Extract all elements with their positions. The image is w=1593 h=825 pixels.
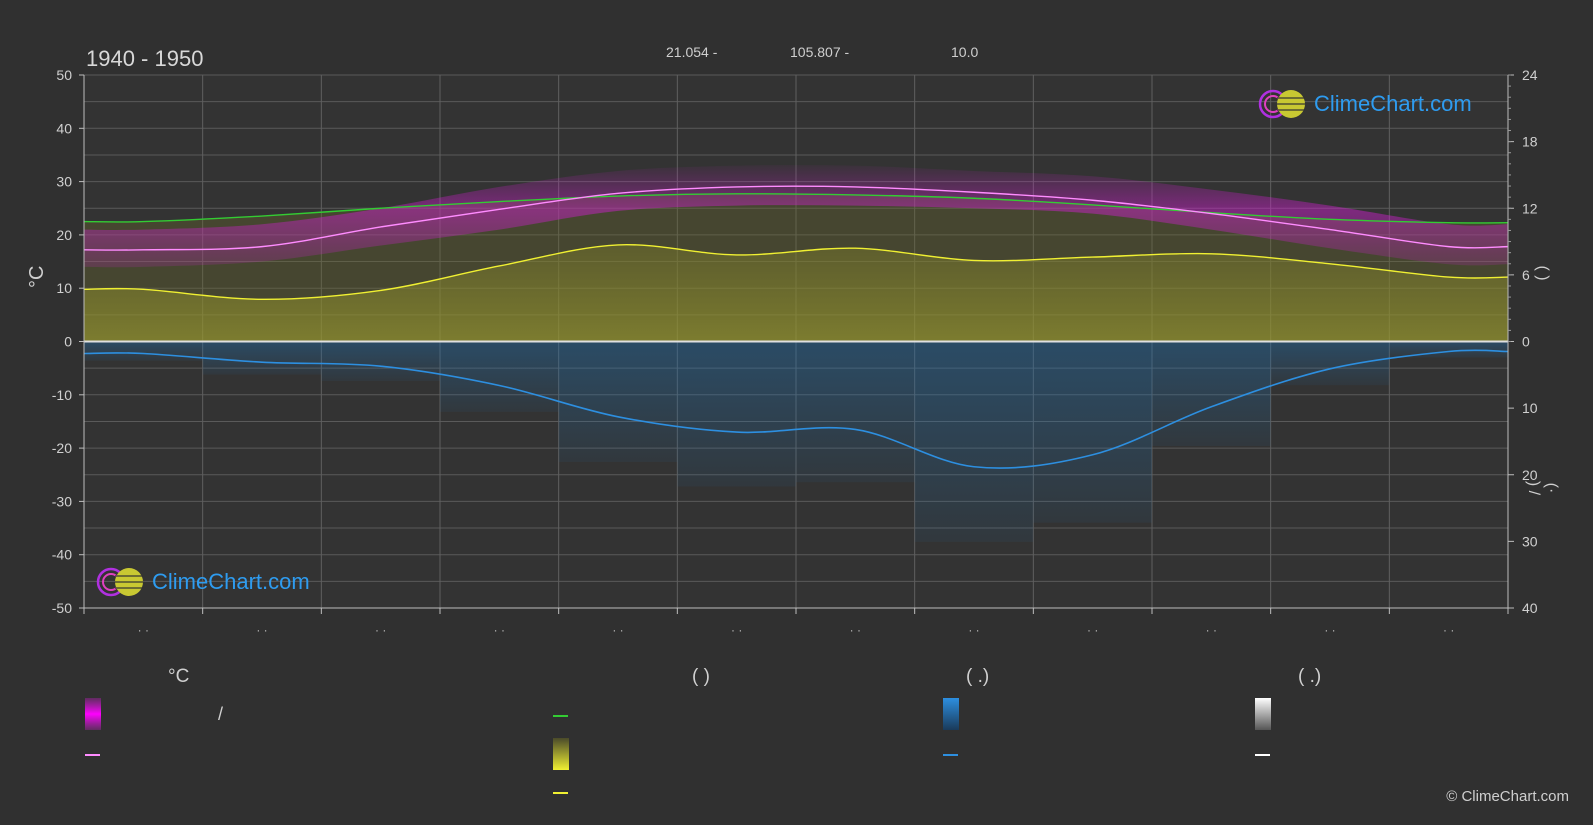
copyright: © ClimeChart.com — [1446, 788, 1569, 805]
precipitation-bar — [796, 341, 915, 483]
right-top-tick-label: 18 — [1522, 134, 1538, 150]
series-line-sunshine-hours — [83, 243, 1509, 301]
left-tick-label: 30 — [56, 174, 72, 190]
right-bottom-tick-label: 40 — [1522, 600, 1538, 616]
legend-heading-snow: ( .) — [1298, 666, 1322, 687]
left-tick-label: -30 — [52, 493, 72, 509]
latitude-label: 21.054 - — [666, 44, 718, 60]
series-line-daylight-hours — [83, 193, 1509, 224]
left-tick-label: -50 — [52, 600, 72, 616]
month-tick-label: · · — [612, 623, 623, 637]
logo-bottom: ClimeChart.com — [96, 566, 310, 598]
month-tick-label: · · — [494, 623, 505, 637]
right-axis-label-bottom: (· ) / — [1525, 480, 1560, 496]
longitude-label: 105.807 - — [790, 44, 850, 60]
right-top-tick-label: 24 — [1522, 67, 1538, 83]
right-bottom-tick-label: 30 — [1522, 533, 1538, 549]
temperature-band — [84, 164, 1508, 268]
axes: 50 40 30 20 10 0 -10 -20 -30 -40 -50 24 18 12 6 0 10 20 30… — [52, 67, 1538, 637]
legend-swatch-temp-range — [85, 698, 101, 730]
precipitation-bar — [677, 341, 796, 487]
legend-swatch-sunshine-band — [553, 738, 569, 770]
bands — [84, 164, 1508, 542]
month-tick-label: · · — [138, 623, 149, 637]
left-tick-label: -40 — [52, 547, 72, 563]
legend-temp-range-sep: / — [218, 704, 224, 724]
month-tick-label: · · — [968, 623, 979, 637]
series-line-precipitation-mm — [83, 349, 1509, 469]
climate-chart: 50 40 30 20 10 0 -10 -20 -30 -40 -50 24 18 12 6 0 10 20 30… — [52, 67, 1538, 637]
series-lines — [83, 185, 1509, 469]
left-tick-label: 0 — [64, 334, 72, 350]
month-tick-label: · · — [850, 623, 861, 637]
precipitation-bar — [321, 341, 440, 381]
month-tick-label: · · — [375, 623, 386, 637]
month-tick-label: · · — [731, 623, 742, 637]
right-top-tick-label: 6 — [1522, 267, 1530, 283]
legend-heading-temperature: °C — [168, 666, 190, 687]
precipitation-bar — [914, 341, 1034, 542]
left-tick-label: -20 — [52, 440, 72, 456]
left-tick-label: 40 — [56, 120, 72, 136]
precipitation-bar — [558, 341, 678, 462]
precipitation-bar — [202, 341, 322, 375]
left-tick-label: 50 — [56, 67, 72, 83]
month-tick-label: · · — [1443, 623, 1454, 637]
left-tick-label: 20 — [56, 227, 72, 243]
legend-swatch-daylight — [553, 715, 568, 717]
sunshine-area — [84, 244, 1508, 342]
legend-swatch-temp-mean — [85, 754, 100, 756]
month-tick-label: · · — [256, 623, 267, 637]
legend-swatch-snow-band — [1255, 698, 1271, 730]
legend-swatch-snow-line — [1255, 754, 1270, 756]
logo-text: ClimeChart.com — [152, 569, 310, 594]
legend-heading-sun: ( ) — [692, 666, 710, 687]
series-line-temperature-mean — [83, 185, 1509, 251]
right-bottom-tick-label: 10 — [1522, 400, 1538, 416]
left-axis-unit: °C — [26, 265, 48, 288]
elevation-label: 10.0 — [951, 44, 979, 60]
month-tick-label: · · — [1087, 623, 1098, 637]
legend-swatch-sunshine-line — [553, 792, 568, 794]
month-tick-label: · · — [1324, 623, 1335, 637]
month-tick-label: · · — [1206, 623, 1217, 637]
logo-icon — [96, 567, 143, 597]
left-tick-label: 10 — [56, 280, 72, 296]
logo-top: ClimeChart.com — [1258, 88, 1472, 120]
logo-icon — [1258, 89, 1305, 119]
legend-swatch-precip-line — [943, 754, 958, 756]
logo-text: ClimeChart.com — [1314, 91, 1472, 116]
right-bottom-tick-label: 20 — [1522, 467, 1538, 483]
precipitation-bar — [84, 341, 203, 361]
right-top-tick-label: 12 — [1522, 200, 1538, 216]
period-title: 1940 - 1950 — [86, 46, 204, 71]
legend-swatch-precip-band — [943, 698, 959, 730]
legend-heading-rain: ( .) — [966, 666, 990, 687]
left-tick-label: -10 — [52, 387, 72, 403]
precipitation-bar — [1270, 341, 1390, 386]
precipitation-bar — [1389, 341, 1508, 358]
precipitation-bar — [1152, 341, 1271, 446]
precipitation-bar — [440, 341, 559, 412]
precipitation-bar — [1033, 341, 1152, 523]
right-axis-label-top: ( ) — [1534, 265, 1551, 281]
right-top-tick-label: 0 — [1522, 334, 1530, 350]
